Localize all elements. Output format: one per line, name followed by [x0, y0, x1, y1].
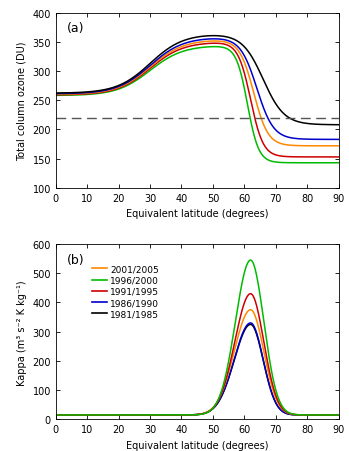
X-axis label: Equivalent latitude (degrees): Equivalent latitude (degrees) — [126, 440, 268, 450]
Y-axis label: Kappa (m³ s⁻² K kg⁻¹): Kappa (m³ s⁻² K kg⁻¹) — [17, 279, 27, 385]
Text: (b): (b) — [67, 253, 85, 266]
Legend: 2001/2005, 1996/2000, 1991/1995, 1986/1990, 1981/1985: 2001/2005, 1996/2000, 1991/1995, 1986/19… — [89, 261, 163, 322]
Text: (a): (a) — [67, 22, 85, 35]
Y-axis label: Total column ozone (DU): Total column ozone (DU) — [17, 41, 27, 161]
X-axis label: Equivalent latitude (degrees): Equivalent latitude (degrees) — [126, 209, 268, 219]
